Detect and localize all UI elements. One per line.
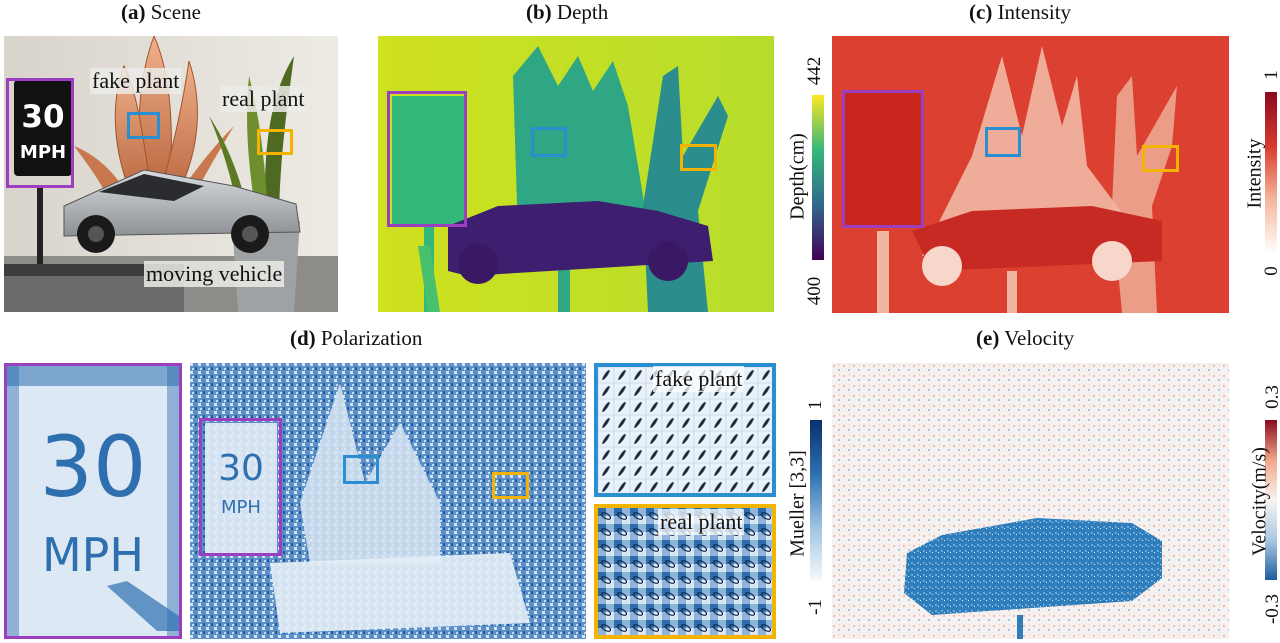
inset-fake-plant-label: fake plant <box>653 366 745 392</box>
depth-colorbar-min: 400 <box>804 276 825 306</box>
intensity-colorbar-label: Intensity <box>1243 138 1266 209</box>
intensity-colorbar <box>1265 92 1277 254</box>
real-plant-label: real plant <box>220 86 307 112</box>
depth-map <box>378 36 774 312</box>
intensity-fake-plant-box <box>985 127 1021 157</box>
velocity-colorbar-max: 0.3 <box>1262 385 1280 409</box>
scene-fake-plant-box <box>127 112 160 139</box>
polarization-map-sign-unit: MPH <box>221 497 261 518</box>
velocity-colorbar <box>1265 420 1277 580</box>
title-depth: (b) Depth <box>526 0 609 24</box>
depth-sign-box <box>387 91 467 227</box>
polarization-map: 30 MPH <box>190 363 586 639</box>
mueller-colorbar-label: Mueller [3,3] <box>786 450 809 557</box>
polarization-fake-plant-box <box>343 455 379 484</box>
intensity-real-plant-box <box>1142 145 1179 172</box>
polarization-sign-zoom: 30 MPH <box>4 363 182 639</box>
depth-colorbar-max: 442 <box>804 56 825 86</box>
polarization-sign-box <box>199 418 282 556</box>
depth-colorbar-label: Depth(cm) <box>786 133 809 220</box>
intensity-sign-box <box>842 90 924 228</box>
title-polarization: (d) Polarization <box>290 326 423 350</box>
polarization-real-plant-box <box>492 472 529 499</box>
inset-real-plant-label: real plant <box>658 509 745 535</box>
title-scene: (a) Scene <box>121 0 201 24</box>
intensity-colorbar-min: 0 <box>1261 266 1280 276</box>
velocity-map <box>832 363 1229 639</box>
intensity-map <box>832 36 1229 313</box>
velocity-colorbar-label: Velocity(m/s) <box>1248 447 1271 556</box>
scene-sign-number: 30 <box>21 99 64 135</box>
scene-real-plant-box <box>257 129 293 155</box>
depth-real-plant-box <box>680 144 717 171</box>
polarization-map-sign-number: 30 <box>218 448 264 489</box>
fake-plant-label: fake plant <box>90 68 182 94</box>
moving-vehicle-label: moving vehicle <box>144 261 285 287</box>
title-velocity: (e) Velocity <box>976 326 1075 350</box>
mueller-colorbar-max: 1 <box>805 400 826 410</box>
scene-sign-unit: MPH <box>20 142 66 163</box>
polarization-sign-number: 30 <box>40 418 147 516</box>
title-intensity: (c) Intensity <box>969 0 1072 24</box>
polarization-sign-unit: MPH <box>42 528 144 582</box>
mueller-colorbar <box>810 420 822 580</box>
intensity-colorbar-max: 1 <box>1261 70 1280 80</box>
depth-fake-plant-box <box>531 127 567 157</box>
mueller-colorbar-min: -1 <box>805 599 826 615</box>
depth-colorbar <box>812 95 824 260</box>
velocity-colorbar-min: -0.3 <box>1262 593 1280 625</box>
scene-sign-box <box>6 78 74 188</box>
